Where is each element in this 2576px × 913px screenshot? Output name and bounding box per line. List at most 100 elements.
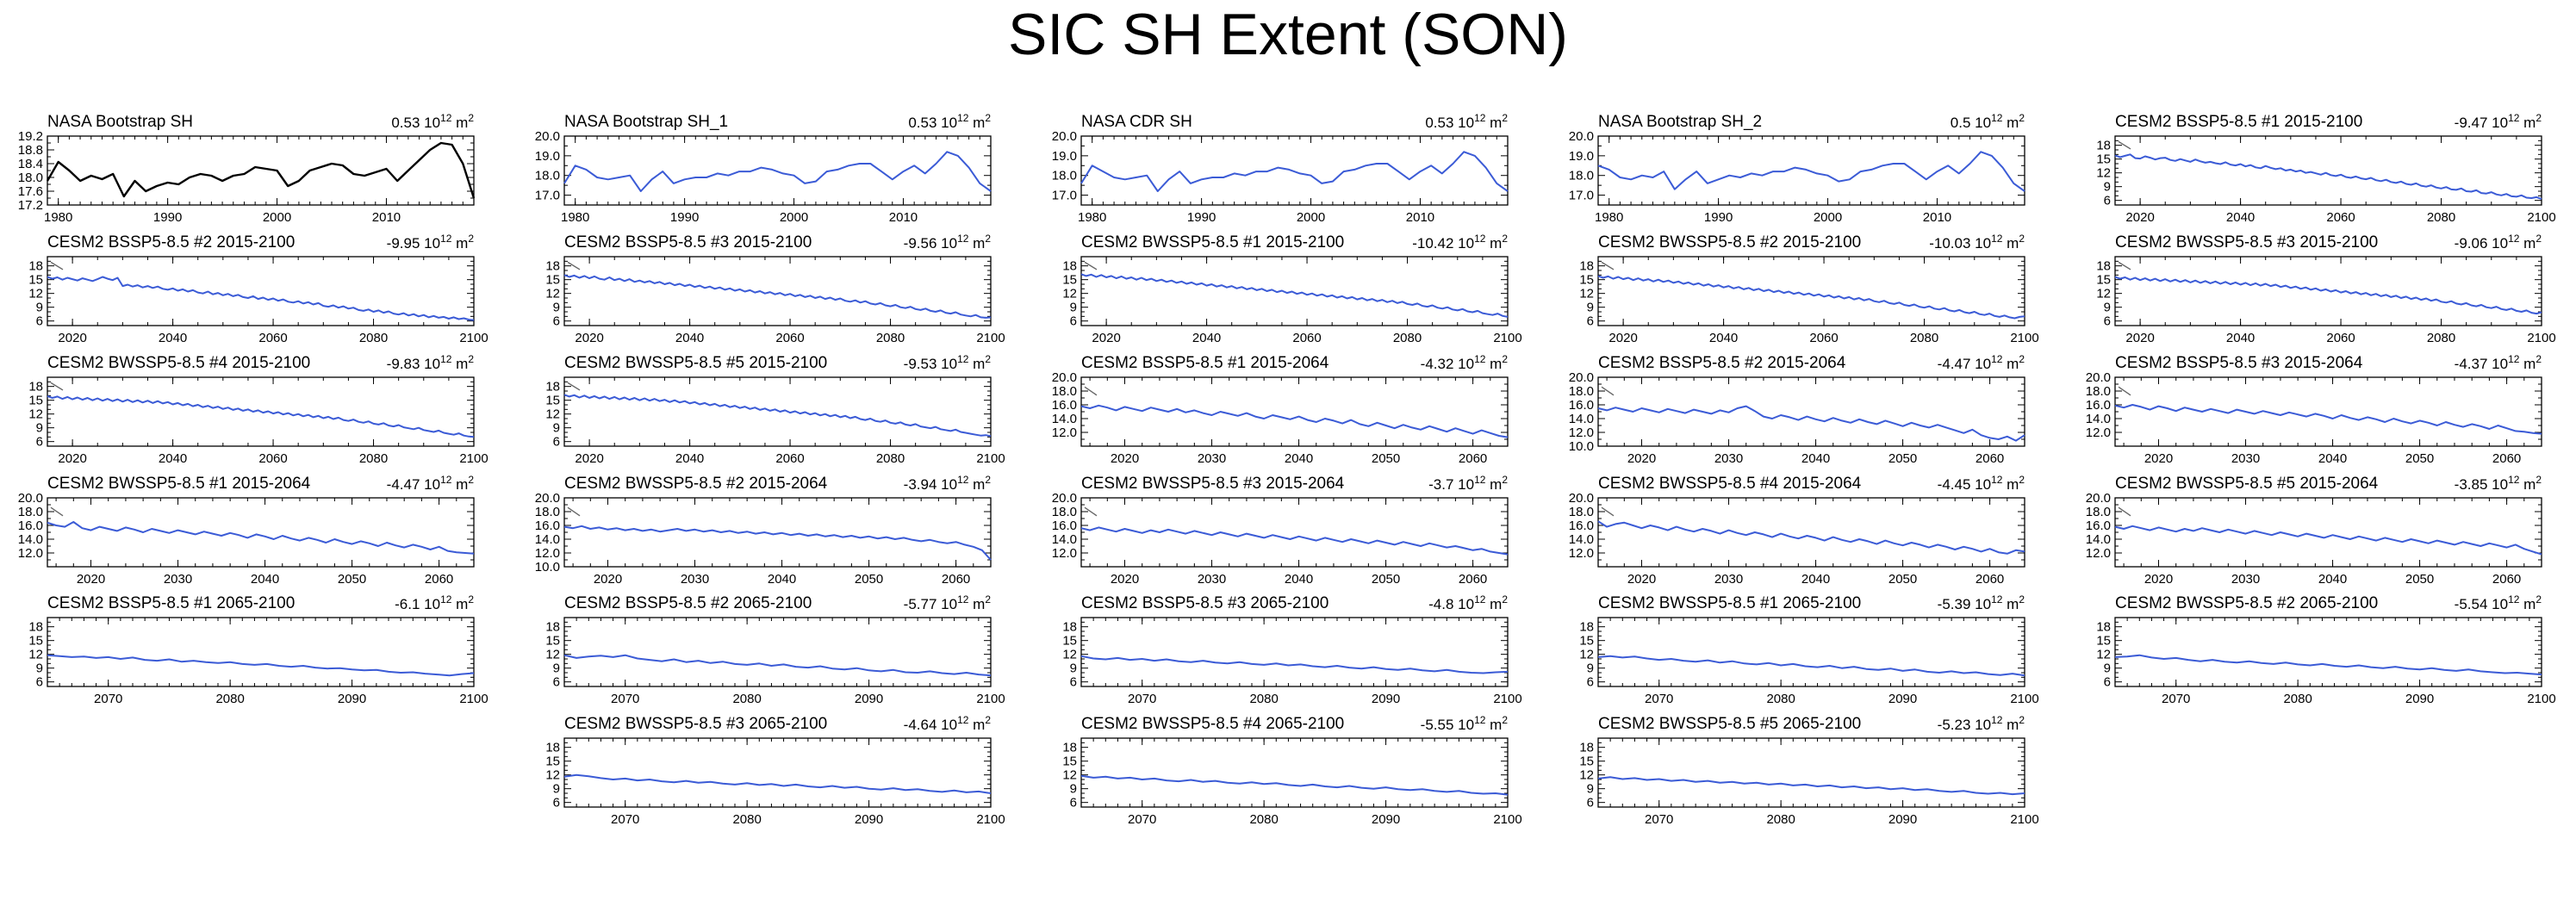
x-tick-label: 1990 [1704,210,1733,225]
trend-value: -9.56 [904,235,937,252]
trend-label: -3.7 1012 m2 [1428,474,1508,493]
x-tick-label: 2040 [2318,572,2347,587]
x-tick-label: 2100 [976,812,1005,827]
trend-label: -9.83 1012 m2 [387,353,475,372]
y-tick-label: 18 [2096,259,2111,274]
trend-value: -10.42 [1412,235,1453,252]
y-tick-label: 18 [2096,620,2111,635]
trend-label: -5.23 1012 m2 [1938,714,2025,733]
series-line [1597,520,2025,555]
trend-unit-sup: 2 [1502,474,1508,486]
plot-frame [47,376,475,447]
x-tick-label: 2030 [1198,572,1226,587]
y-tick-label: 17.0 [1052,189,1077,203]
panel-title: CESM2 BSSP5-8.5 #1 2015-2064 [1081,354,1329,372]
y-tick-label: 15 [1579,755,1594,769]
panel-5: CESM2 BSSP5-8.5 #1 2015-2100 -9.47 1012 m… [2096,112,2555,225]
obs-anchor-line [50,261,64,270]
trend-unit: 10 [1453,356,1474,372]
panel-title: CESM2 BSSP5-8.5 #1 2015-2100 [2115,113,2362,131]
trend-unit-m: m [451,476,468,493]
trend-value: -3.94 [904,476,937,493]
x-tick-label: 2100 [976,451,1005,466]
trend-value: -3.85 [2455,476,2488,493]
y-tick-label: 14.0 [2086,412,2111,426]
x-tick-label: 2100 [2527,692,2555,706]
panel-14: CESM2 BSSP5-8.5 #2 2015-2064 -4.47 1012 m… [1569,353,2025,466]
y-tick-label: 12.0 [535,546,560,561]
y-tick-label: 16.0 [18,519,43,533]
x-tick-label: 2100 [459,692,488,706]
y-tick-label: 9 [36,421,43,436]
panel-21: CESM2 BSSP5-8.5 #1 2065-2100 -6.1 1012 m2… [28,593,488,706]
panel-title: CESM2 BWSSP5-8.5 #2 2015-2100 [1598,233,1861,252]
y-tick-label: 12 [545,407,560,422]
plot-frame [1080,617,1509,687]
x-tick-label: 2040 [159,451,187,466]
trend-value: -4.45 [1938,476,1971,493]
x-tick-label: 2010 [372,210,401,225]
panel-8: CESM2 BWSSP5-8.5 #1 2015-2100 -10.42 1012… [1062,233,1521,345]
trend-label: -10.42 1012 m2 [1412,233,1508,252]
plot-frame [1597,617,2025,687]
x-tick-label: 2030 [1714,451,1743,466]
x-tick-label: 2100 [2010,812,2038,827]
series-line [563,654,992,677]
y-tick-label: 12.0 [2086,546,2111,561]
x-tick-label: 1990 [670,210,699,225]
plot-frame [1080,135,1509,206]
x-tick-label: 2070 [611,692,639,706]
trend-unit-sup: 2 [985,474,991,486]
trend-unit-sup: 2 [2019,474,2025,486]
plot-frame [2114,256,2542,326]
trend-unit-exp: 12 [957,233,969,245]
y-tick-label: 16.0 [1052,398,1077,413]
trend-unit-exp: 12 [440,353,452,365]
y-tick-label: 18 [545,259,560,274]
y-tick-label: 15 [1579,273,1594,288]
y-tick-label: 9 [36,661,43,676]
trend-unit-exp: 12 [957,112,969,124]
y-tick-label: 12 [545,287,560,301]
trend-unit: 10 [1453,717,1474,733]
y-tick-label: 6 [36,675,43,690]
trend-unit-m: m [2519,115,2536,131]
plot-frame [2114,617,2542,687]
plot-frame [563,135,992,206]
y-tick-label: 6 [1070,796,1077,811]
trend-label: -3.85 1012 m2 [2455,474,2542,493]
trend-label: -4.8 1012 m2 [1428,593,1508,612]
y-tick-label: 6 [1587,314,1594,329]
y-tick-label: 9 [1587,661,1594,676]
trend-unit-m: m [2002,476,2019,493]
trend-label: -4.64 1012 m2 [904,714,992,733]
trend-label: -5.39 1012 m2 [1938,593,2025,612]
series-line [563,773,992,794]
y-tick-label: 15 [545,394,560,408]
trend-unit-m: m [968,115,985,131]
trend-unit-exp: 12 [2508,353,2520,365]
trend-unit-m: m [451,235,468,252]
trend-unit-sup: 2 [2019,112,2025,124]
y-tick-label: 6 [2104,194,2111,208]
y-tick-label: 14.0 [2086,532,2111,547]
trend-unit-sup: 2 [2019,593,2025,606]
trend-label: -6.1 1012 m2 [395,593,474,612]
trend-label: -9.47 1012 m2 [2455,112,2542,131]
obs-anchor-line [1601,261,1615,270]
trend-unit-m: m [2002,596,2019,612]
x-tick-label: 2000 [263,210,291,225]
y-tick-label: 15 [28,273,43,288]
x-tick-label: 2080 [2427,331,2455,345]
panel-title: CESM2 BSSP5-8.5 #3 2015-2100 [564,233,812,252]
panel-22: CESM2 BSSP5-8.5 #2 2065-2100 -5.77 1012 m… [545,593,1005,706]
y-tick-label: 10.0 [535,560,560,575]
y-tick-label: 18.0 [1569,505,1594,519]
y-tick-label: 15 [1579,634,1594,649]
trend-unit-m: m [968,235,985,252]
x-tick-label: 2100 [1493,331,1521,345]
y-tick-label: 9 [1070,661,1077,676]
y-tick-label: 12 [1579,287,1594,301]
x-tick-label: 2020 [77,572,105,587]
x-tick-label: 2000 [1297,210,1325,225]
